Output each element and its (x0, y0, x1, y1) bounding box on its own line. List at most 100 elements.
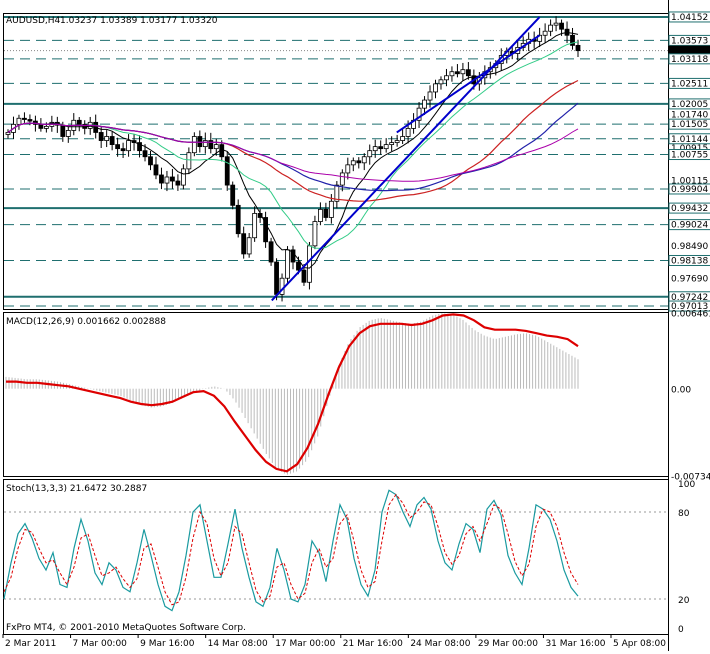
stoch-tick-label: 100 (678, 480, 695, 490)
candle-body-33 (186, 152, 192, 170)
candle-body-97 (537, 34, 543, 42)
candle-body-61 (339, 172, 345, 186)
price-tick-label: 0.99432 (671, 204, 708, 214)
candle-body-34 (191, 136, 197, 154)
price-tick-label: 0.98138 (671, 256, 708, 266)
price-tick-label: 0.97242 (671, 293, 708, 303)
candle-body-58 (323, 208, 329, 218)
price-tick-label: 1.00115 (671, 176, 708, 186)
candle-body-7 (43, 125, 49, 129)
candle-body-67 (372, 146, 378, 152)
candle-body-11 (65, 130, 71, 137)
candle-body-99 (548, 24, 553, 32)
trend-line-1 (396, 34, 541, 134)
time-axis-label: 2 Mar 2011 (5, 639, 56, 649)
candle-body-6 (38, 123, 44, 129)
price-label-box-3 (668, 53, 710, 65)
candle-body-38 (213, 144, 219, 150)
price-tick-label: 1.01144 (671, 135, 708, 145)
candle-body-64 (356, 160, 362, 164)
time-axis-label: 31 Mar 16:00 (545, 639, 605, 649)
price-label-box-7 (668, 118, 710, 130)
candle-body-41 (230, 184, 236, 206)
time-axis-label: 24 Mar 08:00 (410, 639, 470, 649)
candle-body-24 (137, 142, 142, 152)
time-axis-label: 7 Mar 00:00 (73, 639, 128, 649)
time-axis-label: 17 Mar 00:00 (275, 639, 335, 649)
candle-body-2 (16, 117, 22, 125)
price-label-box-8 (668, 133, 710, 145)
candle-body-76 (422, 99, 427, 109)
candle-body-36 (202, 140, 208, 148)
candle-body-29 (164, 176, 170, 184)
candle-body-60 (334, 184, 340, 202)
ma-slow3-line (7, 122, 579, 182)
price-label-box-19 (668, 300, 710, 312)
price-tick-label: 1.00755 (671, 151, 708, 161)
price-label-box-0 (668, 11, 710, 23)
candle-body-35 (197, 136, 203, 148)
candle-body-55 (307, 245, 312, 283)
candle-body-75 (416, 107, 422, 121)
stoch-tick-label: 20 (678, 596, 690, 606)
price-levels (4, 15, 668, 307)
price-tick-label: 1.03320 (671, 47, 708, 57)
candle-body-51 (285, 249, 290, 279)
ohlc-label: 1.03237 1.03389 1.03177 1.03320 (60, 16, 218, 26)
price-label-box-14 (668, 219, 710, 231)
time-axis-label: 9 Mar 16:00 (140, 639, 195, 649)
candle-body-26 (148, 156, 153, 166)
price-label-box-16 (668, 254, 710, 266)
candle-body-79 (438, 79, 444, 85)
candle-body-49 (274, 261, 279, 295)
candle-body-73 (405, 128, 411, 137)
price-label-box-4 (668, 77, 710, 89)
time-axis-label: 5 Apr 08:00 (613, 639, 666, 649)
macd-histogram (5, 313, 579, 475)
stoch-tick-label: 0 (678, 625, 684, 635)
candle-body-57 (318, 208, 323, 222)
price-tick-label: 0.99904 (671, 185, 708, 195)
ma-fast-line (7, 31, 579, 269)
candle-body-77 (427, 91, 433, 101)
macd-tick-label: 0.006461 (671, 309, 710, 319)
candle-body-3 (22, 117, 27, 120)
candle-body-69 (383, 144, 389, 150)
macd-signal-line (6, 313, 579, 473)
candle-body-70 (389, 142, 395, 146)
price-tick-label: 1.03118 (671, 55, 708, 65)
candle-body-45 (252, 213, 258, 239)
candle-body-44 (246, 237, 252, 255)
price-tick-label: 1.01740 (671, 111, 708, 121)
symbol-label: AUDUSD,H4 (6, 16, 61, 26)
copyright-label: FxPro MT4, © 2001-2010 MetaQuotes Softwa… (6, 623, 246, 633)
candle-body-98 (542, 30, 548, 36)
candle-body-100 (553, 22, 559, 26)
candle-body-101 (559, 22, 564, 30)
price-tick-label: 0.97690 (671, 275, 708, 285)
candle-body-30 (170, 176, 175, 182)
price-tick-label: 1.03573 (671, 36, 708, 46)
candle-body-21 (120, 148, 126, 152)
price-tick-label: 1.02511 (671, 79, 708, 89)
macd-panel-frame (3, 312, 669, 477)
price-tick-label: 0.97013 (671, 302, 708, 312)
price-label-box-10 (668, 149, 710, 161)
candle-body-31 (175, 180, 181, 186)
candle-body-0 (5, 132, 11, 135)
candle-body-10 (60, 124, 66, 137)
candle-body-17 (98, 132, 104, 141)
price-tick-label: 0.99024 (671, 221, 708, 231)
candle-body-71 (394, 140, 400, 143)
candle-body-56 (312, 221, 318, 247)
candle-body-62 (345, 164, 351, 174)
price-tick-label: 1.02005 (671, 100, 708, 110)
trend-line-0 (271, 16, 541, 302)
price-tick-label: 1.04152 (671, 13, 708, 23)
stoch-tick-label: 80 (678, 509, 690, 519)
macd-tick-label: 0.00 (671, 386, 691, 396)
candle-body-54 (301, 269, 307, 283)
price-tick-label: 0.98490 (671, 242, 708, 252)
